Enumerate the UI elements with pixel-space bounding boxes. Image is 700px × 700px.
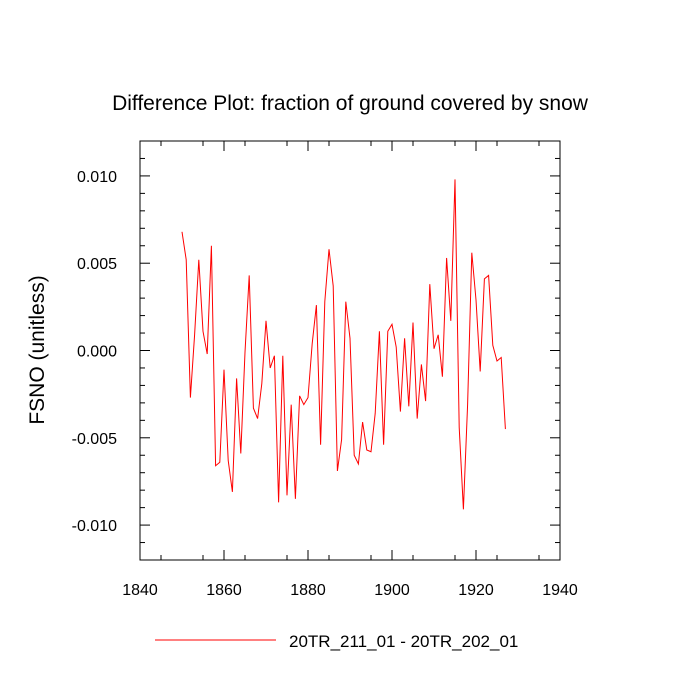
x-tick-label: 1940 — [542, 582, 578, 599]
x-tick-label: 1920 — [458, 582, 494, 599]
y-tick-label: -0.010 — [72, 518, 117, 535]
x-tick-label: 1860 — [206, 582, 242, 599]
chart-title: Difference Plot: fraction of ground cove… — [112, 92, 589, 115]
x-tick-label: 1900 — [374, 582, 410, 599]
legend-label: 20TR_211_01 - 20TR_202_01 — [289, 632, 518, 651]
series-line — [181, 179, 506, 510]
x-tick-label: 1880 — [290, 582, 326, 599]
y-tick-label: 0.005 — [77, 256, 117, 273]
y-axis-label: FSNO (unitless) — [26, 275, 49, 424]
y-tick-label: 0.010 — [77, 169, 117, 186]
y-tick-label: 0.000 — [77, 344, 117, 361]
major-ticks — [139, 141, 561, 560]
y-tick-labels: -0.010 -0.005 0.000 0.005 0.010 — [72, 169, 117, 535]
x-tick-labels: 1840 1860 1880 1900 1920 1940 — [122, 582, 578, 599]
minor-ticks — [140, 140, 560, 561]
legend: 20TR_211_01 - 20TR_202_01 — [155, 632, 518, 651]
y-tick-label: -0.005 — [72, 431, 117, 448]
x-tick-label: 1840 — [122, 582, 158, 599]
